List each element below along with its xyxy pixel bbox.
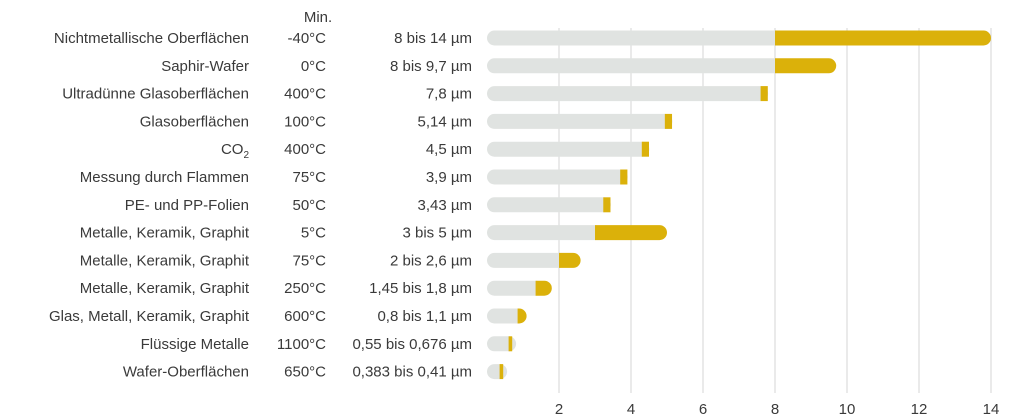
category-label: Metalle, Keramik, Graphit (80, 225, 250, 242)
category-label: PE- und PP-Folien (125, 197, 249, 214)
range-label: 0,383 bis 0,41 µm (352, 364, 472, 381)
range-label: 0,55 bis 0,676 µm (352, 336, 472, 353)
grid-layer (558, 28, 992, 393)
min-temp-label: 600°C (284, 308, 326, 325)
min-temp-header: Min. (304, 9, 332, 26)
x-tick-label: 6 (699, 401, 707, 416)
bar-base (487, 308, 526, 324)
min-temp-label: 400°C (284, 141, 326, 158)
bar-range (508, 336, 513, 352)
bar-base (487, 364, 508, 380)
min-temp-label: 100°C (284, 113, 326, 130)
range-label: 1,45 bis 1,8 µm (369, 280, 472, 297)
range-label: 2 bis 2,6 µm (390, 252, 472, 269)
rows-layer: Nichtmetallische Oberflächen -40°C 8 bis 1… (49, 30, 472, 381)
min-temp-label: 75°C (292, 252, 326, 269)
x-tick-label: 14 (983, 401, 1000, 416)
x-tick-label: 10 (839, 401, 856, 416)
x-axis-ticks: 2 4 6 8 10 12 14 (555, 401, 1000, 416)
bar-range (595, 225, 667, 241)
category-label: Glasoberflächen (140, 113, 249, 130)
min-temp-label: 250°C (284, 280, 326, 297)
bar-range (603, 197, 611, 213)
bar-base (487, 169, 628, 185)
bars-layer (487, 30, 992, 380)
bar-base (487, 113, 673, 129)
category-label: Metalle, Keramik, Graphit (80, 252, 250, 269)
bar-range (641, 141, 649, 157)
min-temp-label: 0°C (301, 58, 326, 75)
bar-base (487, 58, 783, 74)
range-label: 5,14 µm (418, 113, 473, 130)
min-temp-label: 75°C (292, 169, 326, 186)
x-tick-label: 2 (555, 401, 563, 416)
bar-base (487, 252, 567, 268)
category-label: Nichtmetallische Oberflächen (54, 30, 249, 47)
range-label: 7,8 µm (426, 86, 472, 103)
bar-base (487, 280, 544, 296)
bar-range (664, 113, 673, 129)
range-label: 8 bis 14 µm (394, 30, 472, 47)
range-label: 4,5 µm (426, 141, 472, 158)
bar-range (620, 169, 628, 185)
x-tick-label: 8 (771, 401, 779, 416)
min-temp-label: 400°C (284, 86, 326, 103)
range-label: 3,43 µm (418, 197, 473, 214)
bar-base (487, 225, 603, 241)
bar-range (760, 86, 768, 102)
min-temp-label: -40°C (287, 30, 326, 47)
category-label: CO2 (221, 141, 250, 161)
bar-base (487, 86, 769, 102)
bar-range (535, 280, 552, 296)
bar-range (499, 364, 504, 380)
min-temp-label: 650°C (284, 364, 326, 381)
category-label: Saphir-Wafer (161, 58, 249, 75)
bar-range (517, 308, 527, 324)
category-label: Wafer-Oberflächen (123, 364, 249, 381)
x-tick-label: 4 (627, 401, 635, 416)
bar-range (559, 252, 581, 268)
category-label: Ultradünne Glasoberflächen (62, 86, 249, 103)
range-label: 8 bis 9,7 µm (390, 58, 472, 75)
bar-range (775, 58, 837, 74)
category-label: Messung durch Flammen (80, 169, 249, 186)
bar-base (487, 197, 611, 213)
range-label: 3,9 µm (426, 169, 472, 186)
category-label: Metalle, Keramik, Graphit (80, 280, 250, 297)
x-tick-label: 12 (911, 401, 928, 416)
bar-range (775, 30, 992, 46)
min-temp-label: 50°C (292, 197, 326, 214)
range-label: 0,8 bis 1,1 µm (377, 308, 472, 325)
range-label: 3 bis 5 µm (403, 225, 473, 242)
bar-base (487, 30, 783, 46)
bar-base (487, 141, 650, 157)
category-label: Glas, Metall, Keramik, Graphit (49, 308, 250, 325)
category-label: Flüssige Metalle (141, 336, 249, 353)
min-temp-label: 1100°C (277, 336, 326, 353)
min-temp-label: 5°C (301, 225, 326, 242)
